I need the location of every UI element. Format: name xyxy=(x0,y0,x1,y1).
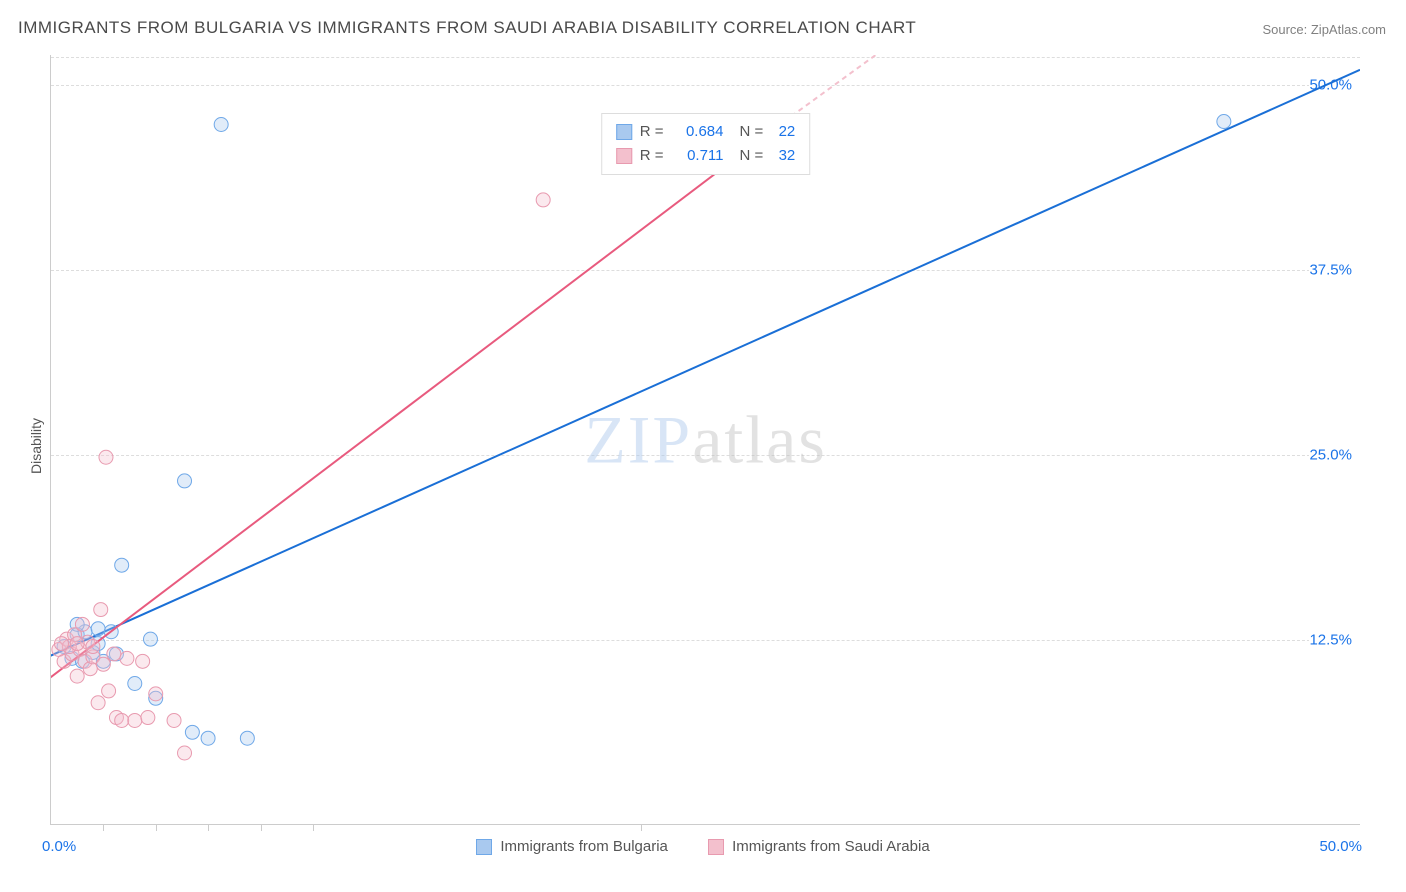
trend-line xyxy=(51,122,784,697)
data-point xyxy=(115,558,129,572)
r-label: R = xyxy=(640,144,664,168)
data-point xyxy=(185,725,199,739)
r-value-saudi: 0.711 xyxy=(668,144,724,168)
legend-swatch-saudi-icon xyxy=(708,839,724,855)
data-point xyxy=(240,731,254,745)
x-tick xyxy=(313,824,314,831)
x-tick xyxy=(103,824,104,831)
data-point xyxy=(115,713,129,727)
plot-area: ZIPatlas 12.5%25.0%37.5%50.0% R = 0.684 … xyxy=(50,55,1360,825)
data-point xyxy=(143,632,157,646)
data-point xyxy=(128,713,142,727)
data-point xyxy=(75,617,89,631)
data-point xyxy=(99,450,113,464)
chart-container: IMMIGRANTS FROM BULGARIA VS IMMIGRANTS F… xyxy=(0,0,1406,892)
data-point xyxy=(86,640,100,654)
x-tick xyxy=(208,824,209,831)
data-point xyxy=(214,118,228,132)
data-point xyxy=(70,637,84,651)
x-tick xyxy=(641,824,642,831)
data-point xyxy=(128,677,142,691)
legend-swatch-bulgaria xyxy=(616,124,632,140)
data-point xyxy=(149,687,163,701)
data-point xyxy=(54,637,68,651)
n-value-bulgaria: 22 xyxy=(767,120,795,144)
y-axis-label: Disability xyxy=(28,418,44,474)
data-point xyxy=(94,603,108,617)
legend-label-saudi: Immigrants from Saudi Arabia xyxy=(732,838,930,855)
data-point xyxy=(70,669,84,683)
data-point xyxy=(1217,115,1231,129)
data-point xyxy=(167,713,181,727)
data-point xyxy=(136,654,150,668)
r-value-bulgaria: 0.684 xyxy=(668,120,724,144)
x-tick xyxy=(261,824,262,831)
data-point xyxy=(120,651,134,665)
data-point xyxy=(107,647,121,661)
n-value-saudi: 32 xyxy=(767,144,795,168)
n-label: N = xyxy=(740,120,764,144)
legend-stats-row-2: R = 0.711 N = 32 xyxy=(616,144,796,168)
chart-title: IMMIGRANTS FROM BULGARIA VS IMMIGRANTS F… xyxy=(18,18,916,38)
legend-stats: R = 0.684 N = 22 R = 0.711 N = 32 xyxy=(601,113,811,175)
legend-label-bulgaria: Immigrants from Bulgaria xyxy=(500,838,668,855)
legend-item-saudi: Immigrants from Saudi Arabia xyxy=(708,838,930,855)
data-point xyxy=(178,474,192,488)
data-point xyxy=(102,684,116,698)
data-point xyxy=(201,731,215,745)
legend-item-bulgaria: Immigrants from Bulgaria xyxy=(476,838,668,855)
data-point xyxy=(141,711,155,725)
source-attribution: Source: ZipAtlas.com xyxy=(1262,22,1386,37)
n-label: N = xyxy=(740,144,764,168)
data-point xyxy=(96,657,110,671)
data-point xyxy=(91,622,105,636)
legend-swatch-bulgaria-icon xyxy=(476,839,492,855)
x-tick xyxy=(156,824,157,831)
r-label: R = xyxy=(640,120,664,144)
legend-swatch-saudi xyxy=(616,148,632,164)
data-point xyxy=(178,746,192,760)
data-point xyxy=(91,696,105,710)
legend-stats-row-1: R = 0.684 N = 22 xyxy=(616,120,796,144)
trend-line-extension xyxy=(784,55,876,122)
data-point xyxy=(536,193,550,207)
legend-series: Immigrants from Bulgaria Immigrants from… xyxy=(0,838,1406,859)
